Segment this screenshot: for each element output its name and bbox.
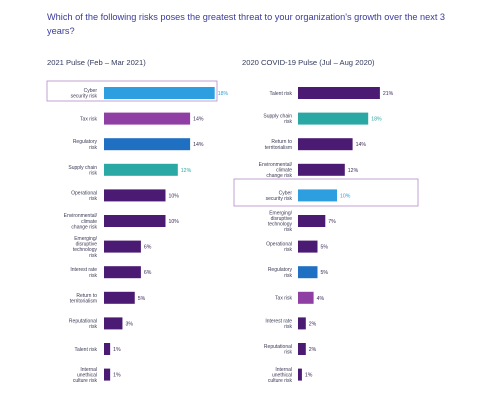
right-value-label: 2% xyxy=(309,347,317,353)
right-category-label: Interest rate risk xyxy=(265,318,292,330)
right-value-label: 2% xyxy=(309,321,317,327)
right-value-label: 10% xyxy=(340,193,351,199)
left-value-label: 1% xyxy=(113,347,121,353)
left-highlight-box xyxy=(46,80,218,102)
left-bar xyxy=(104,163,178,176)
left-category-label: Tax risk xyxy=(80,116,97,122)
left-value-label: 14% xyxy=(193,117,204,123)
right-value-label: 7% xyxy=(328,219,336,225)
right-bar xyxy=(298,317,306,330)
left-bar xyxy=(104,240,141,253)
question-title: Which of the following risks poses the g… xyxy=(47,12,446,36)
left-category-label: Talent risk xyxy=(74,347,97,353)
right-bar xyxy=(298,343,306,355)
left-value-label: 6% xyxy=(144,270,152,276)
left-chart-title: 2021 Pulse (Feb – Mar 2021) xyxy=(47,58,146,67)
left-bar xyxy=(104,266,141,279)
right-category-label: Operational risk xyxy=(266,242,292,254)
right-bar xyxy=(298,240,318,253)
left-category-label: Internal unethical culture risk xyxy=(73,367,98,384)
right-category-label: Cyber security risk xyxy=(266,190,293,202)
left-category-label: Emerging/disruptive technology risk xyxy=(73,236,98,259)
left-category-label: Environmental/climate change risk xyxy=(64,213,98,230)
right-bar xyxy=(298,112,369,125)
left-value-label: 10% xyxy=(169,219,180,225)
right-category-label: Talent risk xyxy=(269,91,292,97)
right-category-label: Environmental/climate change risk xyxy=(259,162,293,179)
left-category-label: Regulatory risk xyxy=(73,139,98,151)
left-category-label: Supply chain risk xyxy=(68,165,97,177)
right-value-label: 18% xyxy=(371,117,382,123)
left-bar xyxy=(104,215,166,227)
left-value-label: 14% xyxy=(193,142,204,148)
right-value-label: 21% xyxy=(383,91,394,97)
left-value-label: 5% xyxy=(138,296,146,302)
left-bar xyxy=(104,343,111,355)
right-category-label: Reputational risk xyxy=(264,344,293,356)
left-value-label: 18% xyxy=(218,91,229,97)
left-value-label: 10% xyxy=(169,193,180,199)
right-category-label: Regulatory risk xyxy=(268,267,293,279)
right-bar xyxy=(298,368,302,381)
left-bar xyxy=(104,112,191,125)
left-bar xyxy=(104,138,191,151)
right-bar xyxy=(298,87,380,99)
left-bar xyxy=(104,368,111,381)
left-category-label: Return to territorialism xyxy=(70,293,97,305)
left-category-label: Reputational risk xyxy=(69,318,98,330)
right-bar xyxy=(298,291,314,304)
right-category-label: Emerging/disruptive technology risk xyxy=(268,210,293,233)
right-value-label: 5% xyxy=(321,245,329,251)
right-bar xyxy=(298,163,345,176)
right-chart-title: 2020 COVID-19 Pulse (Jul – Aug 2020) xyxy=(242,58,375,67)
right-value-label: 12% xyxy=(348,168,359,174)
left-category-label: Cyber security risk xyxy=(71,88,98,100)
left-category-label: Interest rate risk xyxy=(70,267,97,279)
right-bar xyxy=(298,189,337,202)
left-value-label: 3% xyxy=(125,321,133,327)
left-value-label: 1% xyxy=(113,373,121,379)
right-value-label: 1% xyxy=(305,373,313,379)
left-bar xyxy=(104,291,135,304)
right-value-label: 4% xyxy=(317,296,325,302)
left-category-label: Operational risk xyxy=(71,190,97,202)
left-value-label: 6% xyxy=(144,245,152,251)
right-bar xyxy=(298,215,326,227)
right-value-label: 14% xyxy=(356,142,367,148)
right-value-label: 5% xyxy=(321,270,329,276)
right-highlight-box xyxy=(233,178,419,207)
right-category-label: Supply chain risk xyxy=(263,114,292,126)
left-value-label: 12% xyxy=(181,168,192,174)
left-bar xyxy=(104,189,166,202)
left-bar xyxy=(104,317,123,330)
right-category-label: Tax risk xyxy=(275,296,292,302)
right-bar xyxy=(298,138,353,151)
left-bar xyxy=(104,87,215,99)
right-bar xyxy=(298,266,318,279)
right-category-label: Internal unethical culture risk xyxy=(268,367,293,384)
right-category-label: Return to territorialism xyxy=(265,139,292,151)
